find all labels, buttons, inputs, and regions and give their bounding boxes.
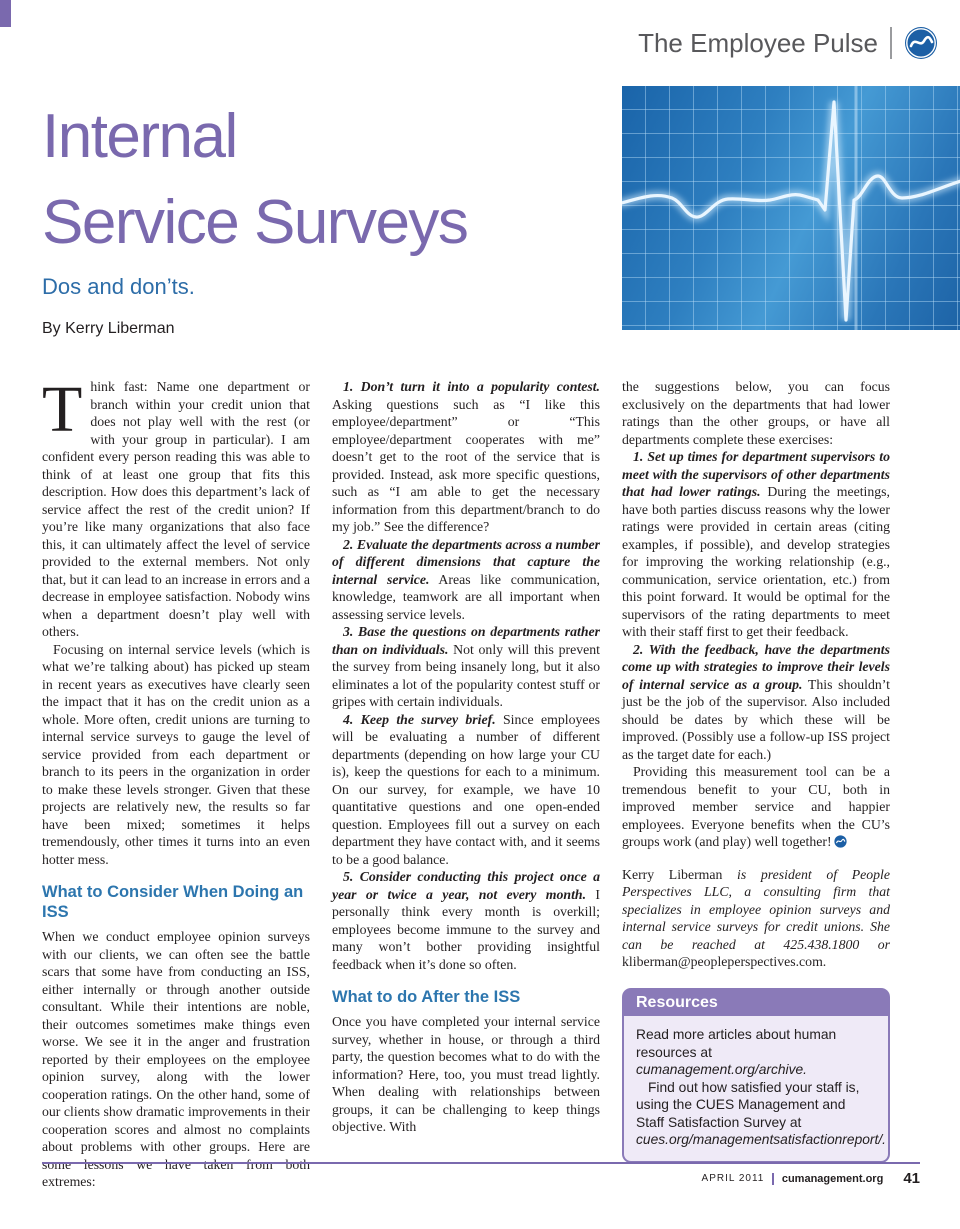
list-item-5: 5. Consider conducting this project once… [332, 868, 600, 973]
resources-text: Find out how satisfied your staff is, us… [636, 1079, 860, 1130]
author-bio: Kerry Liberman is president of People Pe… [622, 866, 890, 971]
list-item-4: 4. Keep the survey brief. Since employee… [332, 711, 600, 869]
list-item-text: This shouldn’t just be the job of the su… [622, 676, 890, 762]
paragraph-continuation: the suggestions below, you can focus exc… [622, 379, 890, 447]
article-title-line-1: Internal [42, 102, 238, 171]
list-item-lead: 5. Consider conducting this project once… [332, 869, 600, 902]
list-item-lead: 1. Don’t turn it into a popularity conte… [343, 379, 600, 394]
resources-url-survey: cues.org/managementsatisfactionreport/. [636, 1132, 887, 1147]
list-item-2: 2. With the feedback, have the departmen… [622, 641, 890, 764]
section-heading-after-iss: What to do After the ISS [332, 988, 521, 1006]
paragraph: Once you have completed your internal se… [332, 1014, 600, 1134]
corner-tab [0, 0, 11, 27]
masthead: The Employee Pulse [638, 26, 938, 60]
ecg-line [622, 100, 960, 322]
resources-paragraph-1: Read more articles about human resources… [636, 1026, 876, 1079]
list-item-lead: 1. Set up times for department superviso… [622, 449, 890, 499]
list-item-lead: 2. With the feedback, have the departmen… [622, 641, 890, 692]
list-item-text: Since employees will be evaluating a num… [332, 711, 600, 867]
paragraph: Focusing on internal service levels (whi… [42, 641, 310, 867]
article-title: Internal Service Surveys [42, 94, 602, 266]
paragraph-text: Providing this measurement tool can be a… [622, 764, 890, 849]
article-subtitle: Dos and don’ts. [42, 274, 195, 299]
list-item-text: Areas like communication, knowledge, tea… [332, 571, 600, 622]
list-item-text: Not only will this prevent the survey fr… [332, 641, 600, 710]
resources-body: Read more articles about human resources… [622, 1016, 890, 1163]
list-item-lead: 4. Keep the survey brief. [343, 711, 496, 727]
resources-text: Read more articles about human resources… [636, 1027, 837, 1060]
list-item-text: I personally think every month is overki… [332, 886, 600, 972]
cues-logo-icon [904, 26, 938, 60]
paragraph: When we conduct employee opinion surveys… [42, 929, 310, 1189]
cues-end-mark-icon [833, 835, 847, 848]
list-item-lead: 3. Base the questions on departments rat… [332, 624, 600, 657]
column-title: The Employee Pulse [638, 27, 878, 58]
paragraph-closing: Providing this measurement tool can be a… [622, 763, 890, 851]
footer-divider [772, 1172, 774, 1185]
list-item-text: During the meetings, have both parties d… [622, 484, 890, 639]
list-item-1: 1. Don’t turn it into a popularity conte… [332, 378, 600, 536]
author-name: Kerry Liberman [622, 866, 723, 882]
footer-site-url: cumanagement.org [781, 1172, 884, 1185]
masthead-divider [890, 27, 892, 59]
pulse-waveform-image [622, 86, 960, 330]
column-3: the suggestions below, you can focus exc… [622, 378, 890, 1191]
page-footer: APRIL 2011 cumanagement.org 41 [42, 1162, 920, 1187]
author-bio-text: is president of People Perspectives LLC,… [622, 866, 890, 952]
drop-cap: T [42, 373, 83, 446]
list-item-text: Asking questions such as “I like this em… [332, 396, 600, 535]
resources-paragraph-2: Find out how satisfied your staff is, us… [636, 1079, 886, 1149]
title-block: Internal Service Surveys Dos and don’ts.… [42, 94, 602, 338]
resources-title: Resources [622, 987, 890, 1016]
page-number: 41 [903, 1170, 920, 1187]
list-item-1: 1. Set up times for department superviso… [622, 448, 890, 641]
list-item-3: 3. Base the questions on departments rat… [332, 623, 600, 711]
footer-issue-date: APRIL 2011 [701, 1173, 765, 1184]
list-item-2: 2. Evaluate the departments across a num… [332, 536, 600, 624]
resources-url-archive: cumanagement.org/archive. [636, 1062, 808, 1077]
article-title-line-2: Service Surveys [42, 188, 469, 257]
author-email: kliberman@peopleperspectives.com. [622, 954, 827, 969]
paragraph-text: hink fast: Name one department or branch… [42, 379, 310, 639]
list-item-lead: 2. Evaluate the departments across a num… [332, 536, 600, 587]
section-heading-consider-iss: What to Consider When Doing an ISS [42, 883, 304, 921]
column-2: 1. Don’t turn it into a popularity conte… [332, 378, 600, 1191]
article-byline: By Kerry Liberman [42, 320, 175, 337]
resources-box: Resources Read more articles about human… [622, 987, 890, 1163]
